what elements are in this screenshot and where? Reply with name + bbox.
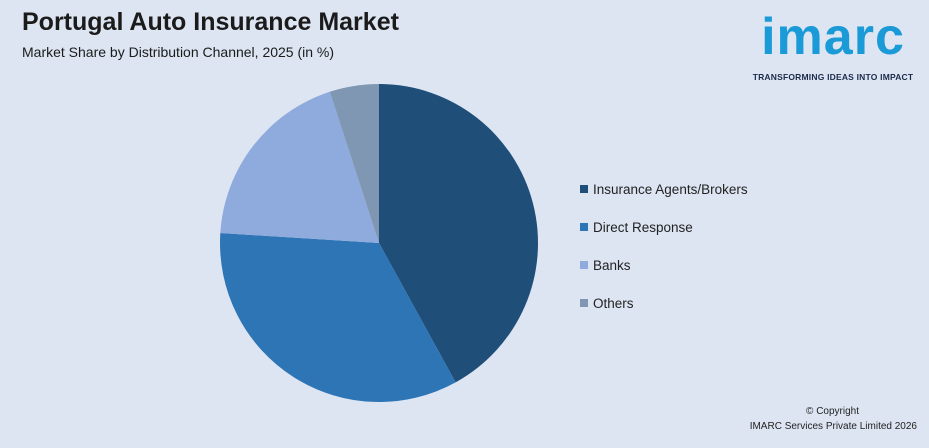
- legend-swatch-banks: [580, 261, 588, 269]
- legend-label: Insurance Agents/Brokers: [593, 181, 748, 197]
- legend-swatch-agents-brokers: [580, 185, 588, 193]
- pie-slices: [220, 84, 538, 402]
- legend-label: Direct Response: [593, 219, 693, 235]
- legend-item: Direct Response: [580, 208, 748, 246]
- chart-title: Portugal Auto Insurance Market: [22, 8, 399, 36]
- pie-slice-direct-response: [220, 233, 456, 402]
- legend-label: Others: [593, 295, 634, 311]
- logo-tagline: TRANSFORMING IDEAS INTO IMPACT: [752, 72, 914, 82]
- legend-item: Banks: [580, 246, 748, 284]
- imarc-logo: imarc TRANSFORMING IDEAS INTO IMPACT: [742, 8, 924, 88]
- pie-slice-banks: [220, 91, 379, 243]
- pie-slice-agents-brokers: [379, 84, 538, 383]
- chart-subtitle: Market Share by Distribution Channel, 20…: [22, 44, 335, 60]
- chart-legend: Insurance Agents/Brokers Direct Response…: [580, 170, 748, 322]
- legend-swatch-others: [580, 299, 588, 307]
- pie-slice-others: [329, 84, 379, 243]
- legend-item: Insurance Agents/Brokers: [580, 170, 748, 208]
- legend-item: Others: [580, 284, 748, 322]
- logo-wordmark: imarc: [761, 8, 905, 66]
- company-text: IMARC Services Private Limited 2026: [749, 421, 917, 432]
- legend-swatch-direct-response: [580, 223, 588, 231]
- legend-label: Banks: [593, 257, 631, 273]
- copyright-text: © Copyright: [806, 406, 859, 417]
